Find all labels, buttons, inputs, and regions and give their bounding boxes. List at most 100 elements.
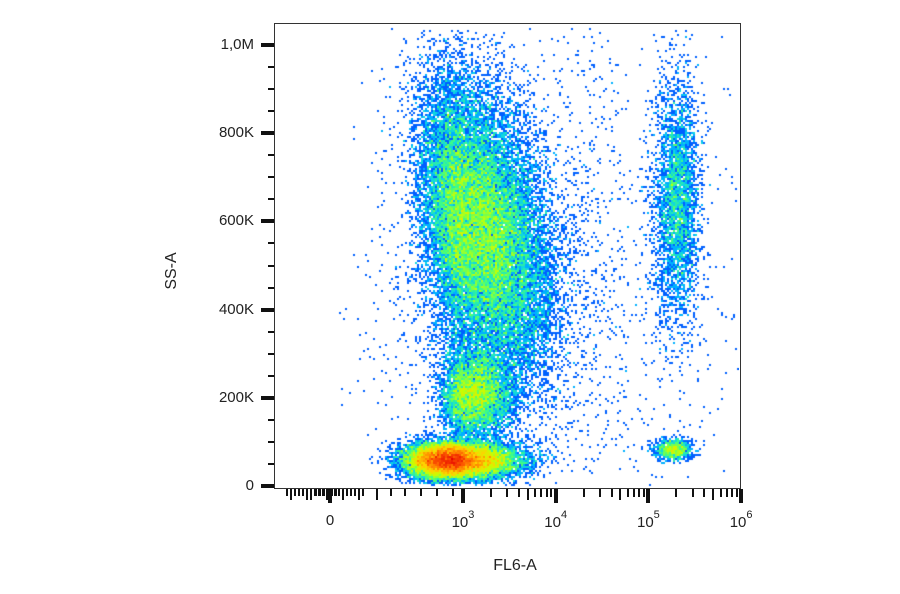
- x-minor-tick: [703, 489, 706, 497]
- x-axis-title: FL6-A: [493, 557, 537, 574]
- x-tick-label: 105: [618, 509, 678, 531]
- x-minor-tick: [526, 489, 529, 500]
- y-minor-tick: [268, 154, 274, 157]
- y-axis-title: SS-A: [163, 252, 180, 290]
- x-minor-tick: [302, 489, 304, 496]
- x-tick-base: 10: [636, 514, 654, 531]
- x-major-tick: [739, 489, 744, 503]
- y-major-tick: [261, 131, 274, 136]
- x-tick-base: 0: [325, 512, 335, 529]
- y-minor-tick: [268, 440, 274, 443]
- x-minor-tick: [598, 489, 601, 497]
- x-major-tick: [461, 489, 465, 503]
- x-minor-tick: [342, 489, 344, 500]
- x-minor-tick: [731, 489, 734, 497]
- x-minor-tick: [298, 489, 300, 496]
- x-minor-tick: [626, 489, 629, 497]
- density-dot-plot: [275, 24, 739, 487]
- y-minor-tick: [268, 198, 274, 201]
- x-minor-tick: [517, 489, 520, 497]
- x-minor-tick: [322, 489, 325, 496]
- x-tick-exponent: 6: [746, 509, 753, 521]
- y-major-tick: [261, 43, 274, 47]
- x-minor-tick: [390, 489, 392, 496]
- x-tick-label: 106: [711, 509, 771, 531]
- x-minor-tick: [489, 489, 492, 497]
- x-minor-tick: [633, 489, 636, 497]
- x-minor-tick: [420, 489, 422, 496]
- x-minor-tick: [306, 489, 308, 500]
- y-tick-label: 200K: [218, 388, 254, 406]
- x-major-tick: [328, 489, 332, 503]
- x-tick-base: 10: [451, 514, 469, 531]
- x-minor-tick: [334, 489, 337, 496]
- x-minor-tick: [638, 489, 641, 497]
- y-minor-tick: [268, 88, 274, 91]
- x-minor-tick: [358, 489, 360, 500]
- x-minor-tick: [436, 489, 438, 496]
- y-tick-label: 800K: [218, 124, 254, 142]
- x-minor-tick: [550, 489, 553, 497]
- x-tick-base: 10: [729, 514, 747, 531]
- x-minor-tick: [354, 489, 356, 496]
- x-tick-label: 104: [526, 509, 586, 531]
- y-minor-tick: [268, 264, 274, 267]
- x-minor-tick: [506, 489, 509, 497]
- x-major-tick: [646, 489, 651, 503]
- x-tick-exponent: 4: [560, 509, 568, 521]
- x-minor-tick: [610, 489, 613, 497]
- x-minor-tick: [452, 489, 454, 496]
- y-tick-label: 1,0M: [220, 36, 254, 53]
- x-minor-tick: [735, 489, 738, 497]
- x-minor-tick: [290, 489, 292, 500]
- y-tick-label: 0: [245, 477, 254, 494]
- y-major-tick: [261, 484, 274, 488]
- y-major-tick: [261, 307, 274, 312]
- x-minor-tick: [338, 489, 340, 496]
- y-minor-tick: [268, 242, 274, 245]
- x-tick-exponent: 3: [468, 509, 475, 521]
- x-minor-tick: [643, 489, 646, 497]
- y-tick-label: 400K: [218, 300, 254, 318]
- x-minor-tick: [582, 489, 585, 497]
- x-tick-label: 0: [300, 512, 360, 529]
- y-major-tick: [261, 395, 274, 400]
- y-minor-tick: [268, 176, 274, 179]
- x-minor-tick: [725, 489, 728, 497]
- x-minor-tick: [675, 489, 678, 497]
- x-minor-tick: [294, 489, 296, 496]
- y-minor-tick: [268, 418, 274, 421]
- x-tick-base: 10: [544, 514, 561, 531]
- x-minor-tick: [376, 489, 378, 500]
- x-minor-tick: [362, 489, 364, 496]
- y-minor-tick: [268, 66, 274, 69]
- x-minor-tick: [326, 489, 329, 500]
- x-minor-tick: [314, 489, 317, 496]
- x-minor-tick: [719, 489, 722, 497]
- x-minor-tick: [286, 489, 288, 496]
- plot-area: [274, 23, 741, 489]
- y-minor-tick: [268, 462, 274, 465]
- x-minor-tick: [404, 489, 406, 496]
- y-minor-tick: [268, 374, 274, 377]
- y-minor-tick: [268, 110, 274, 113]
- x-minor-tick: [540, 489, 543, 497]
- x-minor-tick: [545, 489, 548, 497]
- x-tick-label: 103: [433, 509, 493, 531]
- x-minor-tick: [534, 489, 537, 497]
- y-minor-tick: [268, 330, 274, 333]
- x-minor-tick: [318, 489, 321, 496]
- y-major-tick: [261, 219, 274, 224]
- x-minor-tick: [619, 489, 622, 500]
- x-tick-exponent: 5: [653, 509, 660, 521]
- x-minor-tick: [691, 489, 694, 497]
- x-minor-tick: [310, 489, 312, 500]
- x-major-tick: [553, 489, 558, 503]
- x-minor-tick: [330, 489, 333, 496]
- y-minor-tick: [268, 286, 274, 289]
- x-minor-tick: [712, 489, 715, 500]
- x-minor-tick: [346, 489, 348, 496]
- x-minor-tick: [350, 489, 352, 496]
- y-minor-tick: [268, 352, 274, 355]
